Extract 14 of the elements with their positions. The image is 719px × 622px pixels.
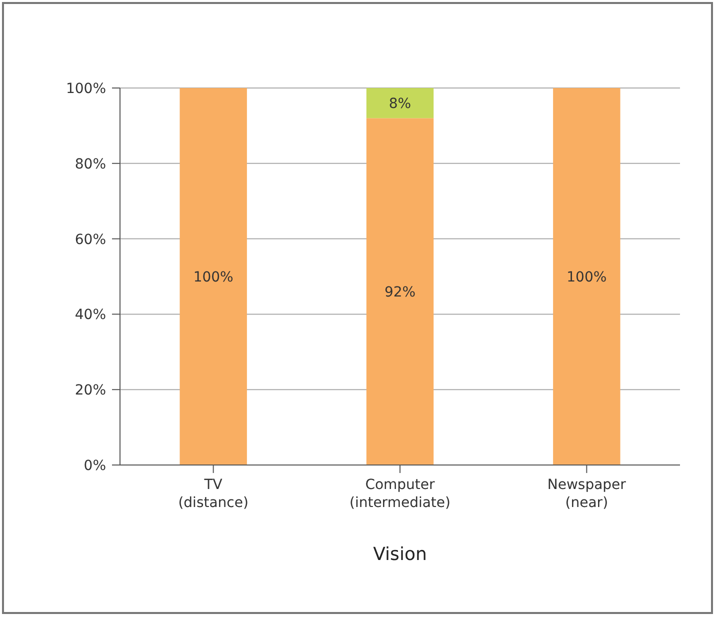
y-tick-label: 60% — [74, 232, 106, 248]
y-tick-label: 80% — [74, 156, 106, 172]
data-label: 100% — [193, 270, 234, 286]
y-tick-label: 100% — [66, 81, 106, 97]
y-tick-label: 40% — [74, 307, 106, 324]
y-tick-label: 0% — [84, 458, 106, 474]
x-tick-label: Computer (intermediate) — [349, 477, 451, 511]
data-label: 92% — [384, 284, 416, 301]
x-tick-label: TV (distance) — [178, 477, 248, 511]
x-axis-title: Vision — [373, 544, 427, 565]
y-tick-label: 20% — [74, 382, 106, 399]
x-tick-label: Newspaper (near) — [547, 477, 626, 511]
data-label: 8% — [388, 96, 412, 112]
data-label: 100% — [566, 270, 607, 286]
